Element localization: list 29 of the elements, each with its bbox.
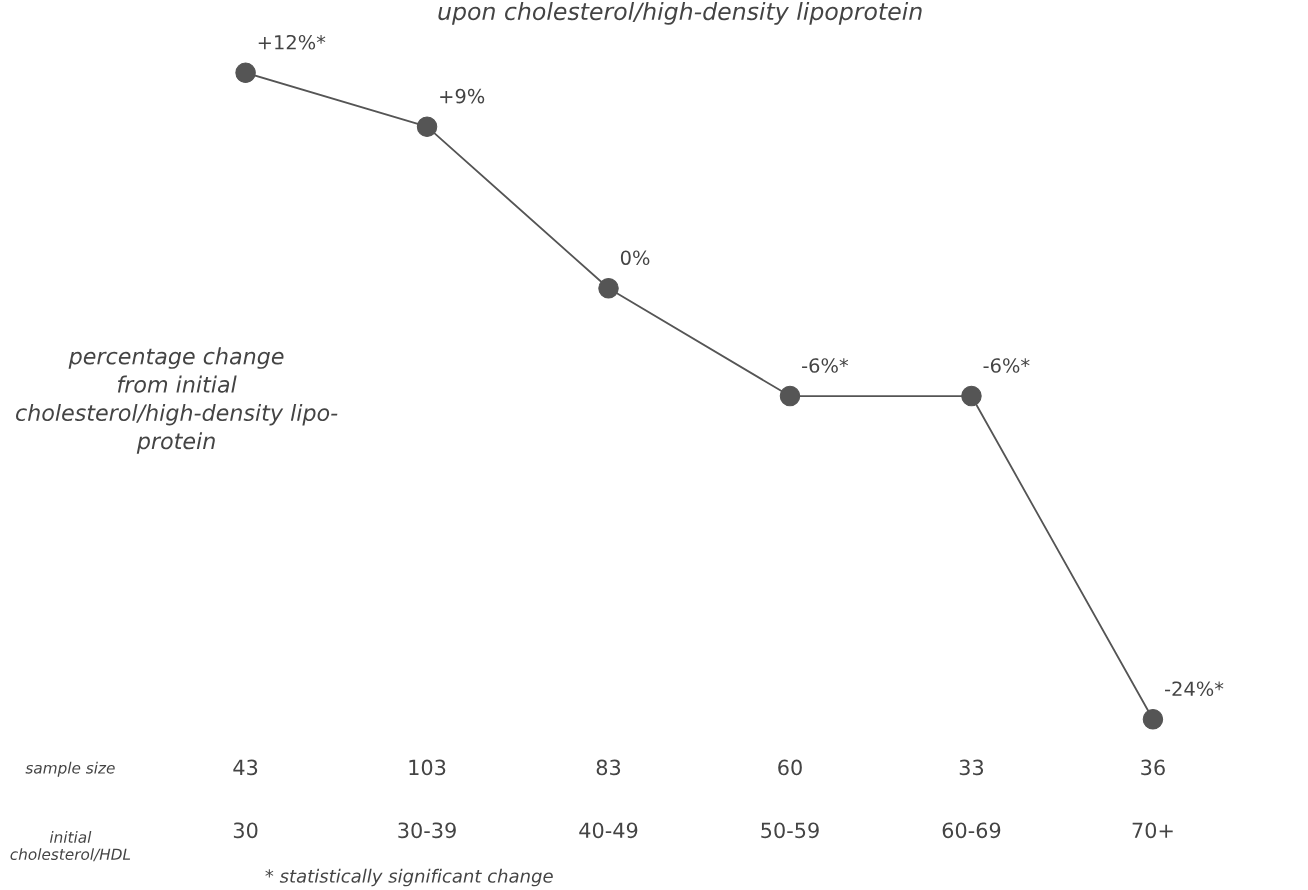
text: 33	[959, 759, 984, 776]
data-label: -24%*	[1164, 681, 1224, 697]
x-tick-label: 60-69	[942, 822, 1001, 839]
text: 83	[596, 759, 621, 776]
point	[1142, 709, 1164, 730]
x-tick-label: 30	[233, 822, 258, 839]
point	[779, 385, 801, 407]
y-axis-title: percentage change from initial cholesterol/high-density lipo- protein	[16, 347, 338, 454]
x-tick-label: 70+	[1132, 822, 1173, 839]
text: 36	[1141, 759, 1165, 776]
x-tick-label: 30-39	[398, 822, 456, 839]
data-label: +9%	[440, 88, 485, 104]
point	[961, 385, 982, 407]
x-axis-title: initial cholesterol/HDL	[10, 831, 131, 862]
text: 60	[778, 759, 802, 776]
text: 43	[233, 759, 258, 776]
point	[416, 116, 438, 137]
point	[598, 278, 619, 299]
text: sample size	[25, 761, 115, 777]
x-tick-label: 40-49	[579, 822, 638, 839]
text: * statistically significant change	[265, 868, 553, 887]
chart-title: upon cholesterol/high-density lipoprotein	[438, 1, 922, 25]
point	[235, 62, 256, 84]
data-label: +12%*	[258, 34, 326, 50]
data-label: -6%*	[802, 358, 849, 373]
data-label: 0%	[620, 250, 650, 266]
text: 103	[409, 759, 446, 776]
x-tick-label: 50-59	[761, 822, 819, 839]
data-label: -6%*	[983, 358, 1030, 373]
